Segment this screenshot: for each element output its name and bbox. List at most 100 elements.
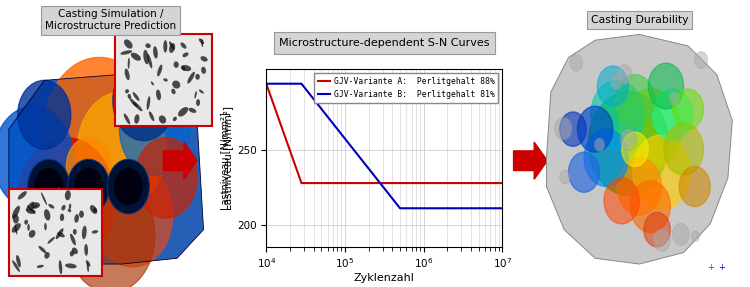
FancyArrow shape <box>164 142 197 179</box>
Ellipse shape <box>172 117 177 121</box>
GJV-Variante B:  Perlitgehalt 81%: (2.8e+04, 295): Perlitgehalt 81%: (2.8e+04, 295) <box>297 82 306 86</box>
Ellipse shape <box>171 89 176 94</box>
Ellipse shape <box>58 260 62 274</box>
Ellipse shape <box>27 205 35 214</box>
Ellipse shape <box>27 224 30 231</box>
Ellipse shape <box>134 114 140 124</box>
Bar <box>115 34 212 126</box>
Ellipse shape <box>12 223 21 232</box>
Ellipse shape <box>69 203 71 209</box>
Ellipse shape <box>199 90 204 94</box>
Ellipse shape <box>82 226 87 239</box>
Circle shape <box>93 164 172 267</box>
Ellipse shape <box>79 211 84 218</box>
Circle shape <box>18 138 115 264</box>
Ellipse shape <box>120 50 132 55</box>
Ellipse shape <box>74 214 79 223</box>
Circle shape <box>44 57 154 201</box>
Circle shape <box>622 132 648 166</box>
GJV-Variante A:  Perlitgehalt 88%: (1e+05, 228): Perlitgehalt 88%: (1e+05, 228) <box>340 181 350 185</box>
Ellipse shape <box>37 265 44 268</box>
Line: GJV-Variante B:  Perlitgehalt 81%: GJV-Variante B: Perlitgehalt 81% <box>266 84 503 208</box>
Circle shape <box>620 129 637 151</box>
Polygon shape <box>9 72 203 264</box>
GJV-Variante B:  Perlitgehalt 81%: (5e+05, 211): Perlitgehalt 81%: (5e+05, 211) <box>395 207 404 210</box>
GJV-Variante B:  Perlitgehalt 81%: (1e+07, 211): Perlitgehalt 81%: (1e+07, 211) <box>498 207 507 210</box>
Circle shape <box>672 223 689 245</box>
Ellipse shape <box>47 237 55 244</box>
Circle shape <box>653 229 670 251</box>
Ellipse shape <box>199 38 204 44</box>
Circle shape <box>66 178 154 287</box>
Ellipse shape <box>18 191 27 199</box>
Ellipse shape <box>73 229 76 235</box>
Circle shape <box>568 152 599 192</box>
Ellipse shape <box>93 208 97 212</box>
Ellipse shape <box>72 248 78 254</box>
Circle shape <box>68 159 110 214</box>
Ellipse shape <box>124 39 133 49</box>
Text: Microstructure-dependent S-N Curves: Microstructure-dependent S-N Curves <box>279 38 490 48</box>
Ellipse shape <box>68 209 71 212</box>
Circle shape <box>584 129 628 187</box>
Ellipse shape <box>92 230 98 234</box>
Text: Casting Simulation /
Microstructure Prediction: Casting Simulation / Microstructure Pred… <box>45 9 176 31</box>
Ellipse shape <box>13 214 19 224</box>
Circle shape <box>631 181 670 232</box>
Ellipse shape <box>124 113 130 124</box>
Ellipse shape <box>27 209 35 214</box>
Circle shape <box>34 168 63 205</box>
Ellipse shape <box>201 39 203 47</box>
Circle shape <box>597 66 628 106</box>
Ellipse shape <box>44 209 50 220</box>
Ellipse shape <box>128 58 130 69</box>
Ellipse shape <box>133 102 142 111</box>
Ellipse shape <box>133 92 140 101</box>
Ellipse shape <box>44 252 50 259</box>
GJV-Variante A:  Perlitgehalt 88%: (2.8e+04, 228): Perlitgehalt 88%: (2.8e+04, 228) <box>297 181 306 185</box>
FancyArrow shape <box>514 142 548 179</box>
Ellipse shape <box>159 115 166 124</box>
Legend: GJV-Variante A:  Perlitgehalt 88%, GJV-Variante B:  Perlitgehalt 81%: GJV-Variante A: Perlitgehalt 88%, GJV-Va… <box>314 73 499 103</box>
Circle shape <box>560 170 570 184</box>
Circle shape <box>589 92 668 195</box>
Text: +: + <box>718 263 724 272</box>
Circle shape <box>620 89 682 169</box>
Circle shape <box>604 178 639 224</box>
GJV-Variante A:  Perlitgehalt 88%: (1e+04, 295): Perlitgehalt 88%: (1e+04, 295) <box>262 82 271 86</box>
Ellipse shape <box>30 205 38 210</box>
GJV-Variante B:  Perlitgehalt 81%: (1e+04, 295): Perlitgehalt 81%: (1e+04, 295) <box>262 82 271 86</box>
Ellipse shape <box>194 91 196 98</box>
Text: Casting Durability: Casting Durability <box>591 15 688 25</box>
Circle shape <box>107 159 149 214</box>
Circle shape <box>554 117 572 140</box>
Circle shape <box>615 75 655 126</box>
Ellipse shape <box>44 223 46 230</box>
Circle shape <box>74 168 103 205</box>
Ellipse shape <box>173 61 178 68</box>
Circle shape <box>570 54 583 71</box>
Ellipse shape <box>178 107 188 117</box>
Ellipse shape <box>40 192 47 205</box>
Circle shape <box>692 231 700 242</box>
Ellipse shape <box>188 108 196 113</box>
Ellipse shape <box>26 202 34 212</box>
Circle shape <box>560 112 586 146</box>
Ellipse shape <box>48 204 55 209</box>
Circle shape <box>114 168 142 205</box>
Ellipse shape <box>12 260 20 272</box>
Circle shape <box>680 166 710 207</box>
Ellipse shape <box>146 43 151 48</box>
Circle shape <box>119 83 190 175</box>
Ellipse shape <box>146 96 150 110</box>
Ellipse shape <box>201 67 206 74</box>
Circle shape <box>0 106 73 210</box>
Ellipse shape <box>62 205 65 211</box>
Line: GJV-Variante A:  Perlitgehalt 88%: GJV-Variante A: Perlitgehalt 88% <box>266 84 503 183</box>
Ellipse shape <box>153 46 158 59</box>
Ellipse shape <box>56 228 64 239</box>
Circle shape <box>66 138 111 195</box>
Text: +: + <box>706 263 713 272</box>
Circle shape <box>135 138 197 218</box>
Circle shape <box>644 212 670 247</box>
